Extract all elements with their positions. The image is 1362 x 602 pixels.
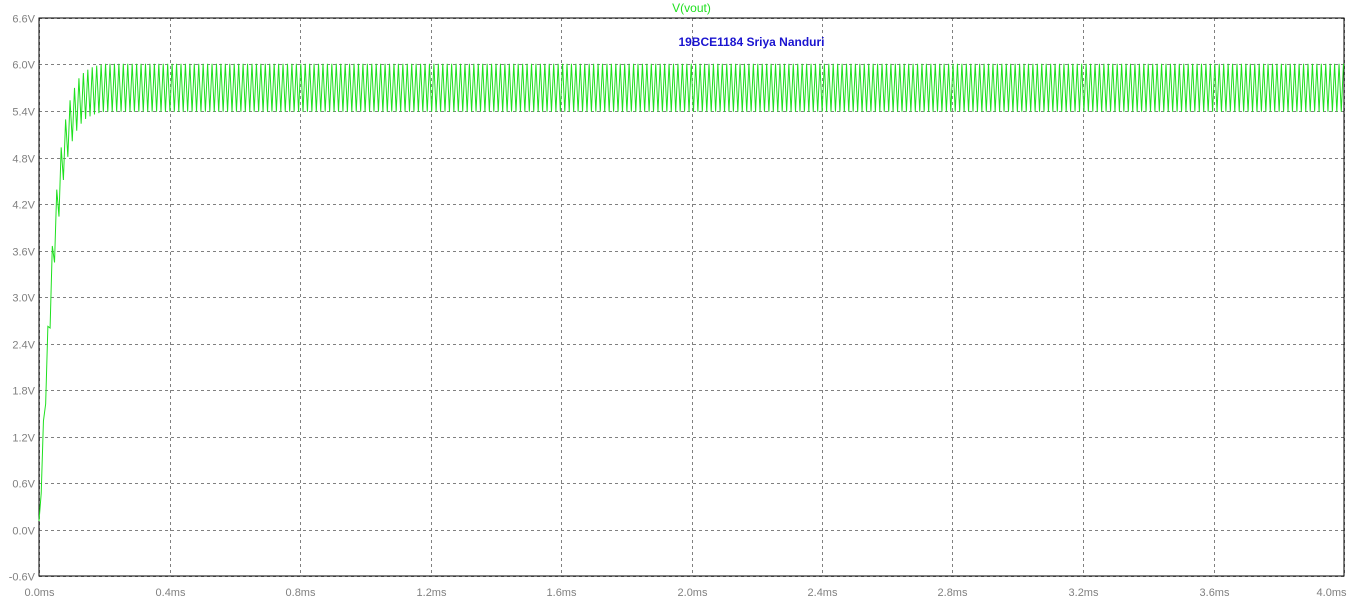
y-tick-label: 4.8V [12, 154, 35, 166]
x-tick-label: 0.0ms [25, 587, 55, 599]
x-tick-label: 2.4ms [808, 587, 838, 599]
x-axis-ticks: 0.0ms 0.4ms 0.8ms 1.2ms 1.6ms 2.0ms 2.4ms 2.8ms… [25, 587, 1347, 599]
y-tick-label: 3.0V [12, 293, 35, 305]
x-tick-label: 1.2ms [417, 587, 447, 599]
x-tick-label: 0.8ms [286, 587, 316, 599]
y-tick-label: 6.0V [12, 60, 35, 72]
y-axis-ticks: -0.6V 0.0V 0.6V 1.2V 1.8V 2.4V 3.0V 3.6V 4.2V 4.8… [9, 14, 36, 584]
annotation-label: 19BCE1184 Sriya Nanduri [678, 35, 824, 49]
y-tick-label: 2.4V [12, 340, 35, 352]
x-tick-label: 2.0ms [678, 587, 708, 599]
x-tick-label: 2.8ms [938, 587, 968, 599]
chart-title: V(vout) [672, 1, 711, 15]
y-tick-label: 0.6V [12, 479, 35, 491]
grid [39, 18, 1345, 577]
series-line-vout [38, 63, 1344, 522]
y-tick-label: 1.8V [12, 386, 35, 398]
x-tick-label: 4.0ms [1317, 587, 1347, 599]
y-tick-label: 4.2V [12, 200, 35, 212]
y-tick-label: 5.4V [12, 107, 35, 119]
x-tick-label: 1.6ms [547, 587, 577, 599]
y-tick-label: -0.6V [9, 572, 36, 584]
y-tick-label: 6.6V [12, 14, 35, 26]
x-tick-label: 0.4ms [156, 587, 186, 599]
y-tick-label: 1.2V [12, 433, 35, 445]
x-tick-label: 3.6ms [1200, 587, 1230, 599]
y-tick-label: 3.6V [12, 247, 35, 259]
plot-frame [38, 17, 1345, 577]
y-tick-label: 0.0V [12, 526, 35, 538]
x-tick-label: 3.2ms [1069, 587, 1099, 599]
